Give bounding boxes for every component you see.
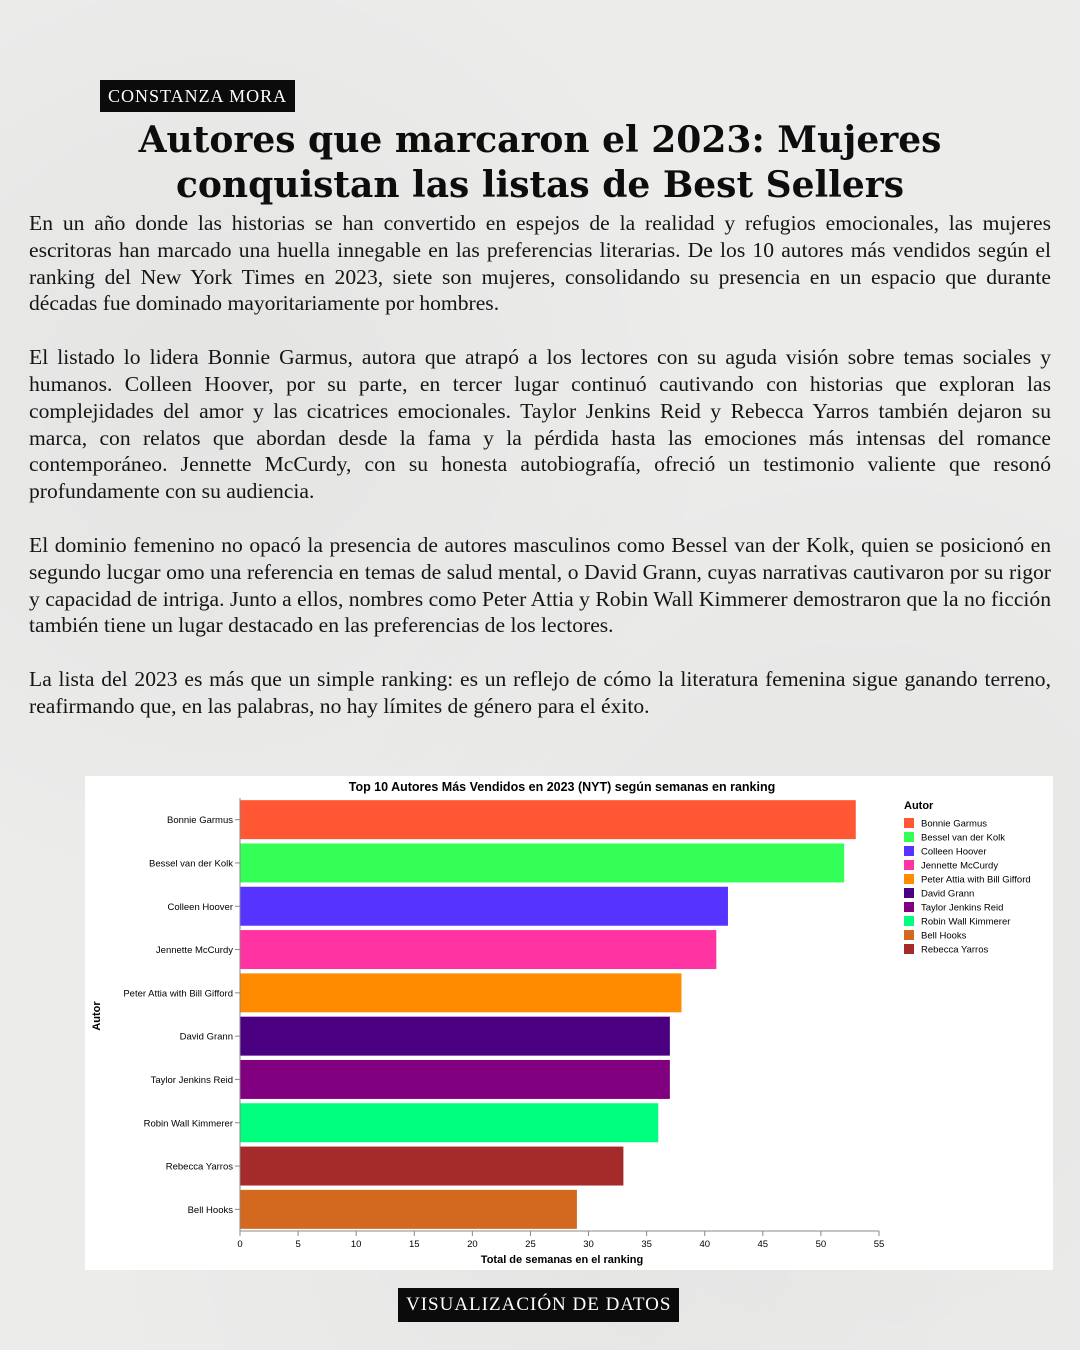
bar-chart: Top 10 Autores Más Vendidos en 2023 (NYT… [85, 776, 1053, 1270]
bar-9 [240, 1146, 624, 1186]
y-tick-label: Bell Hooks [188, 1205, 234, 1216]
legend-swatch [904, 818, 914, 828]
y-tick-label: Bessel van der Kolk [149, 858, 233, 869]
x-tick-label: 15 [409, 1239, 420, 1250]
y-tick-label: Jennette McCurdy [156, 945, 233, 956]
legend-swatch [904, 888, 914, 898]
y-tick-label: Rebecca Yarros [166, 1162, 233, 1173]
x-axis-label: Total de semanas en el ranking [481, 1254, 643, 1266]
bar-3 [240, 886, 728, 926]
bar-4 [240, 930, 717, 970]
x-tick-label: 10 [351, 1239, 362, 1250]
x-tick-label: 20 [467, 1239, 478, 1250]
x-tick-label: 35 [641, 1239, 652, 1250]
chart-svg: Top 10 Autores Más Vendidos en 2023 (NYT… [91, 780, 1031, 1266]
bar-8 [240, 1103, 659, 1143]
paragraph-4: La lista del 2023 es más que un simple r… [29, 667, 1051, 718]
legend-label: Colleen Hoover [921, 847, 986, 858]
x-tick-label: 30 [583, 1239, 594, 1250]
y-tick-label: Taylor Jenkins Reid [151, 1075, 233, 1086]
y-tick-label: Robin Wall Kimmerer [144, 1118, 233, 1129]
x-tick-label: 25 [525, 1239, 536, 1250]
y-axis: Bonnie Garmus Bessel van der Kolk Colleen … [123, 798, 241, 1231]
bar-5 [240, 973, 682, 1013]
legend-title: Autor [904, 800, 934, 812]
bar-6 [240, 1016, 670, 1056]
legend-swatch [904, 944, 914, 954]
paragraph-1: En un año donde las historias se han con… [29, 211, 1051, 316]
x-tick-label: 5 [295, 1239, 300, 1250]
legend-swatch [904, 902, 914, 912]
paragraph-3: El dominio femenino no opacó la presenci… [29, 532, 1051, 638]
legend-label: Bessel van der Kolk [921, 833, 1005, 844]
x-tick-label: 40 [699, 1239, 710, 1250]
legend-label: David Grann [921, 889, 974, 900]
x-tick-label: 45 [758, 1239, 769, 1250]
x-tick-label: 0 [237, 1239, 242, 1250]
legend-swatch [904, 846, 914, 856]
footer-tag: VISUALIZACIÓN DE DATOS [398, 1288, 680, 1322]
article-body: En un año donde las historias se han con… [29, 210, 1051, 747]
legend-label: Peter Attia with Bill Gifford [921, 875, 1031, 886]
legend-swatch [904, 874, 914, 884]
legend-label: Rebecca Yarros [921, 945, 988, 956]
legend-label: Taylor Jenkins Reid [921, 903, 1003, 914]
bar-7 [240, 1059, 670, 1099]
legend-label: Robin Wall Kimmerer [921, 917, 1010, 928]
y-tick-label: David Grann [180, 1032, 233, 1043]
x-tick-label: 50 [816, 1239, 827, 1250]
legend: Bonnie Garmus Bessel van der Kolk Colleen … [904, 818, 1031, 956]
legend-swatch [904, 916, 914, 926]
y-axis-label: Autor [91, 1001, 103, 1031]
x-axis: 0 5 10 15 20 25 30 35 40 45 50 55 [237, 1230, 885, 1250]
author-tag: CONSTANZA MORA [100, 80, 296, 112]
legend-swatch [904, 860, 914, 870]
x-tick-label: 55 [874, 1239, 885, 1250]
legend-label: Jennette McCurdy [921, 861, 998, 872]
legend-swatch [904, 930, 914, 940]
legend-label: Bonnie Garmus [921, 819, 987, 830]
paragraph-2: El listado lo lidera Bonnie Garmus, auto… [29, 345, 1051, 504]
y-tick-label: Peter Attia with Bill Gifford [123, 988, 233, 999]
legend-swatch [904, 832, 914, 842]
y-tick-label: Colleen Hoover [168, 902, 233, 913]
legend-label: Bell Hooks [921, 931, 967, 942]
bars-group [240, 800, 856, 1229]
chart-title: Top 10 Autores Más Vendidos en 2023 (NYT… [349, 780, 776, 794]
bar-2 [240, 843, 845, 883]
headline: Autores que marcaron el 2023: Mujeres co… [138, 119, 942, 206]
y-tick-label: Bonnie Garmus [167, 815, 233, 826]
bar-10 [240, 1189, 577, 1229]
bar-1 [240, 800, 856, 840]
